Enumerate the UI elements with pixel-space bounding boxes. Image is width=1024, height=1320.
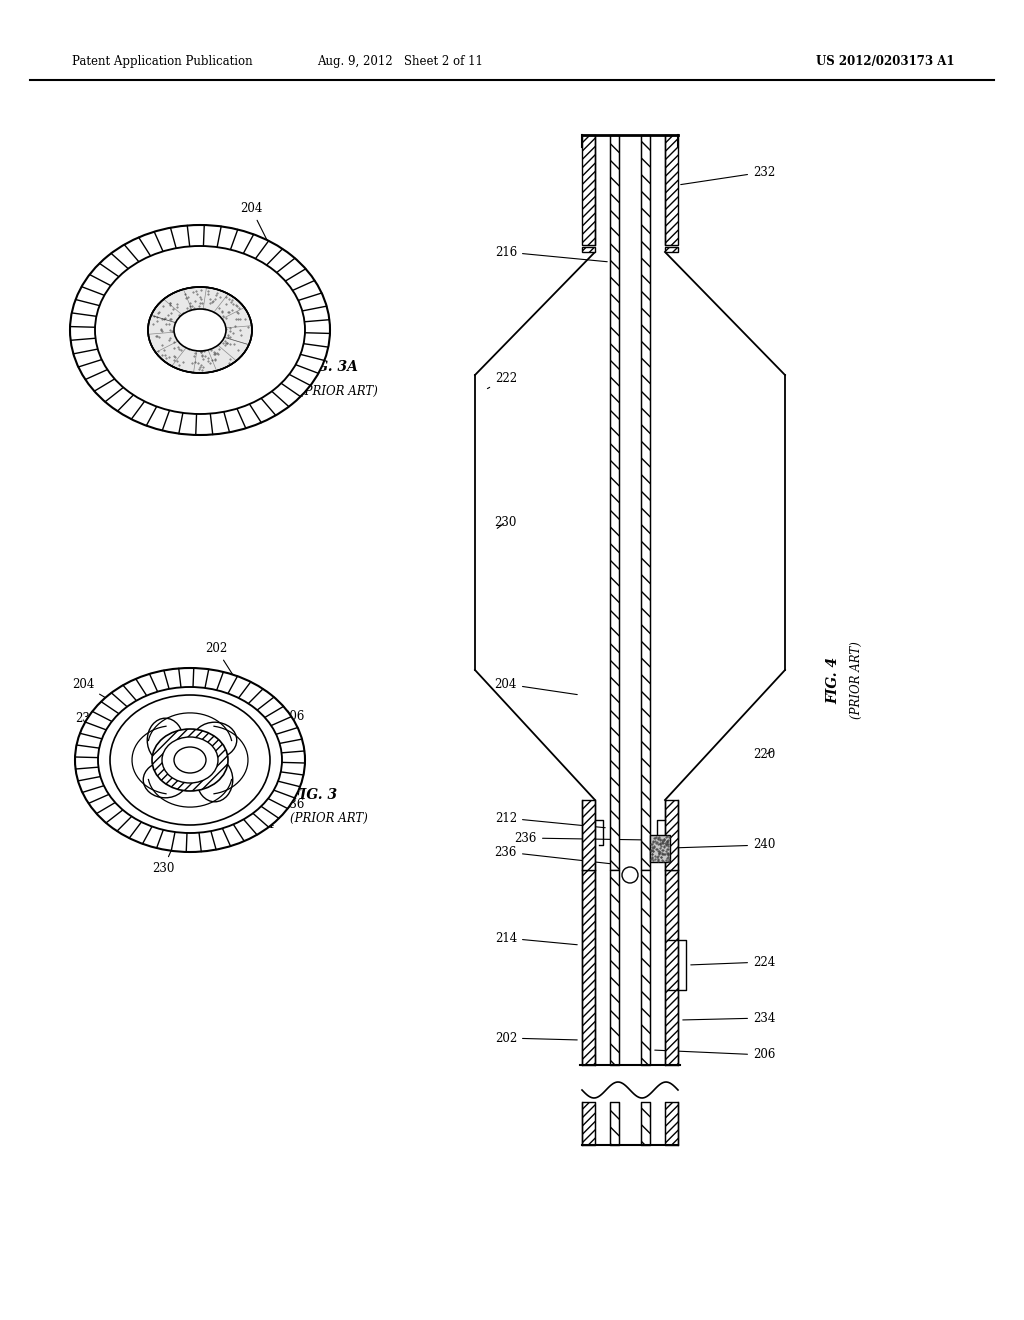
Text: 240: 240 [673, 838, 775, 851]
Bar [665, 1102, 678, 1144]
Ellipse shape [110, 696, 270, 825]
Bar [641, 870, 650, 1065]
Text: 202: 202 [495, 1031, 578, 1044]
Bar [582, 870, 595, 1065]
Ellipse shape [162, 737, 218, 783]
Text: 202: 202 [205, 642, 251, 702]
Text: 204: 204 [495, 677, 578, 694]
Text: 236: 236 [245, 791, 304, 810]
Bar [582, 135, 595, 246]
Bar [610, 1102, 618, 1144]
Ellipse shape [197, 758, 232, 801]
Ellipse shape [98, 686, 282, 833]
Text: 204: 204 [240, 202, 276, 260]
Bar [582, 1102, 595, 1144]
Text: 240: 240 [248, 341, 312, 352]
Text: 234: 234 [206, 772, 274, 832]
Bar [582, 800, 595, 870]
Text: 212: 212 [495, 812, 605, 828]
Text: FIG. 3: FIG. 3 [290, 788, 337, 803]
Text: 236: 236 [515, 832, 647, 845]
Text: FIG. 4: FIG. 4 [826, 656, 840, 704]
Bar [610, 135, 618, 870]
Text: 236: 236 [495, 846, 620, 865]
Text: (PRIOR ART): (PRIOR ART) [290, 812, 368, 825]
Text: 232: 232 [681, 165, 775, 185]
Text: 222: 222 [487, 371, 517, 388]
Text: 224: 224 [691, 956, 775, 969]
Bar [665, 800, 678, 870]
Text: (PRIOR ART): (PRIOR ART) [850, 642, 862, 719]
Bar [641, 135, 650, 870]
Ellipse shape [70, 224, 330, 436]
Text: 206: 206 [654, 1048, 775, 1061]
Bar [610, 870, 618, 1065]
Ellipse shape [193, 722, 237, 758]
Bar [665, 870, 678, 1065]
Text: 230: 230 [495, 516, 517, 528]
Text: 234: 234 [683, 1011, 775, 1024]
Text: 214: 214 [495, 932, 578, 945]
Text: 220: 220 [753, 748, 775, 762]
Text: FIG. 3A: FIG. 3A [300, 360, 357, 374]
Ellipse shape [148, 286, 252, 374]
Text: (PRIOR ART): (PRIOR ART) [300, 385, 378, 399]
Ellipse shape [143, 762, 187, 797]
Text: US 2012/0203173 A1: US 2012/0203173 A1 [816, 55, 955, 69]
Text: 230: 230 [152, 845, 174, 875]
Text: 236: 236 [75, 711, 135, 730]
Text: 206: 206 [238, 710, 304, 737]
Bar [641, 1102, 650, 1144]
Ellipse shape [174, 309, 226, 351]
Ellipse shape [95, 246, 305, 414]
Text: 230: 230 [110, 339, 189, 371]
Text: 216: 216 [495, 246, 607, 261]
Text: Aug. 9, 2012   Sheet 2 of 11: Aug. 9, 2012 Sheet 2 of 11 [317, 55, 483, 69]
Ellipse shape [174, 747, 206, 774]
Ellipse shape [75, 668, 305, 851]
Bar [665, 135, 678, 246]
Bar [665, 247, 678, 252]
Ellipse shape [152, 729, 228, 791]
Bar [650, 836, 670, 862]
Bar [582, 247, 595, 252]
Text: Patent Application Publication: Patent Application Publication [72, 55, 253, 69]
Text: 204: 204 [72, 678, 121, 706]
Ellipse shape [147, 718, 183, 762]
